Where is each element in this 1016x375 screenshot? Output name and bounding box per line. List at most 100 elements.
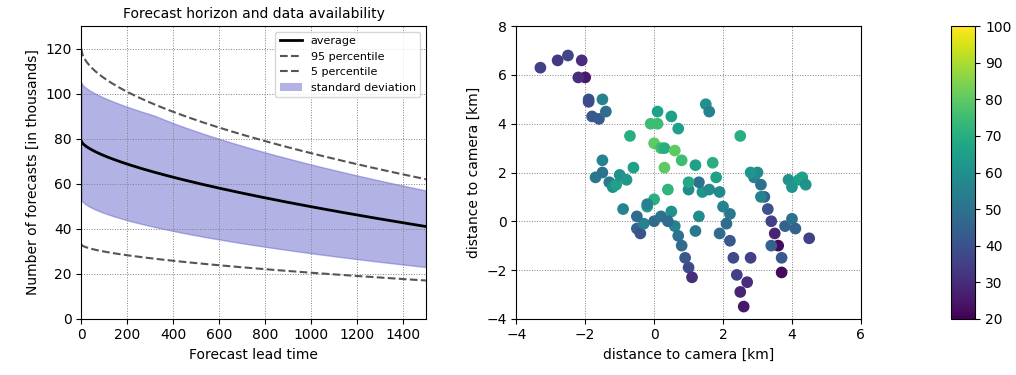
Point xyxy=(625,165,641,171)
X-axis label: distance to camera [km]: distance to camera [km] xyxy=(602,348,774,362)
Point xyxy=(787,225,804,231)
Legend: average, 95 percentile, 5 percentile, standard deviation: average, 95 percentile, 5 percentile, st… xyxy=(275,32,421,98)
Point xyxy=(653,213,670,219)
Point xyxy=(646,140,662,146)
Point xyxy=(753,194,769,200)
Point xyxy=(608,182,624,188)
Point xyxy=(666,223,683,229)
Point xyxy=(718,220,735,226)
Point xyxy=(795,174,811,180)
Point xyxy=(597,109,614,115)
Point xyxy=(756,194,772,200)
Point xyxy=(698,101,714,107)
Point xyxy=(671,233,687,239)
Point xyxy=(711,230,727,237)
Point xyxy=(783,184,800,190)
Point xyxy=(691,179,707,185)
Point xyxy=(594,96,611,102)
Point xyxy=(642,121,658,127)
Point xyxy=(622,133,638,139)
X-axis label: Forecast lead time: Forecast lead time xyxy=(189,348,318,362)
Point xyxy=(639,204,655,210)
Point xyxy=(663,209,680,214)
Point xyxy=(601,179,618,185)
Point xyxy=(721,211,738,217)
Point xyxy=(594,158,611,164)
Point xyxy=(743,170,759,176)
Point xyxy=(653,145,670,151)
Point xyxy=(532,64,549,70)
Point xyxy=(646,196,662,202)
Point xyxy=(674,243,690,249)
Point xyxy=(701,109,717,115)
Point xyxy=(773,255,789,261)
Point xyxy=(715,204,732,210)
Point xyxy=(632,230,648,237)
Point xyxy=(681,265,697,271)
Point xyxy=(750,170,766,176)
Point xyxy=(763,243,779,249)
Point xyxy=(550,57,566,63)
Y-axis label: distance to camera [km]: distance to camera [km] xyxy=(466,87,481,258)
Point xyxy=(646,218,662,224)
Point xyxy=(649,109,665,115)
Point xyxy=(663,113,680,119)
Point xyxy=(743,255,759,261)
Point xyxy=(674,158,690,164)
Point xyxy=(666,147,683,154)
Point xyxy=(777,223,793,229)
Point xyxy=(773,269,789,275)
Point xyxy=(760,206,776,212)
Point xyxy=(733,133,749,139)
Point xyxy=(721,238,738,244)
Point xyxy=(659,187,676,193)
Point xyxy=(574,57,590,63)
Point xyxy=(577,74,593,81)
Point xyxy=(783,216,800,222)
Point xyxy=(659,218,676,224)
Point xyxy=(629,213,645,219)
Point xyxy=(763,218,779,224)
Point xyxy=(746,174,762,180)
Point xyxy=(767,230,783,237)
Point xyxy=(587,174,604,180)
Point xyxy=(677,255,693,261)
Point xyxy=(684,274,700,280)
Point xyxy=(629,225,645,231)
Point xyxy=(591,116,608,122)
Point xyxy=(688,162,704,168)
Point xyxy=(656,165,673,171)
Point xyxy=(619,177,635,183)
Point xyxy=(580,99,596,105)
Point xyxy=(725,255,742,261)
Point xyxy=(649,121,665,127)
Point xyxy=(681,187,697,193)
Point xyxy=(770,243,786,249)
Point xyxy=(798,182,814,188)
Point xyxy=(681,179,697,185)
Point xyxy=(694,189,710,195)
Point xyxy=(790,177,807,183)
Point xyxy=(753,182,769,188)
Point xyxy=(570,74,586,81)
Point xyxy=(594,170,611,176)
Point xyxy=(671,126,687,132)
Point xyxy=(612,172,628,178)
Y-axis label: Number of forecasts [in thousands]: Number of forecasts [in thousands] xyxy=(25,50,40,296)
Point xyxy=(615,206,631,212)
Title: Forecast horizon and data availability: Forecast horizon and data availability xyxy=(123,7,384,21)
Point xyxy=(801,236,817,242)
Point xyxy=(605,184,621,190)
Point xyxy=(728,272,745,278)
Point xyxy=(639,201,655,207)
Point xyxy=(636,220,652,226)
Point xyxy=(656,145,673,151)
Point xyxy=(708,174,724,180)
Point xyxy=(780,177,797,183)
Point xyxy=(584,113,600,119)
Point xyxy=(704,160,720,166)
Point xyxy=(691,213,707,219)
Point xyxy=(688,228,704,234)
Point xyxy=(580,96,596,102)
Point xyxy=(739,279,755,285)
